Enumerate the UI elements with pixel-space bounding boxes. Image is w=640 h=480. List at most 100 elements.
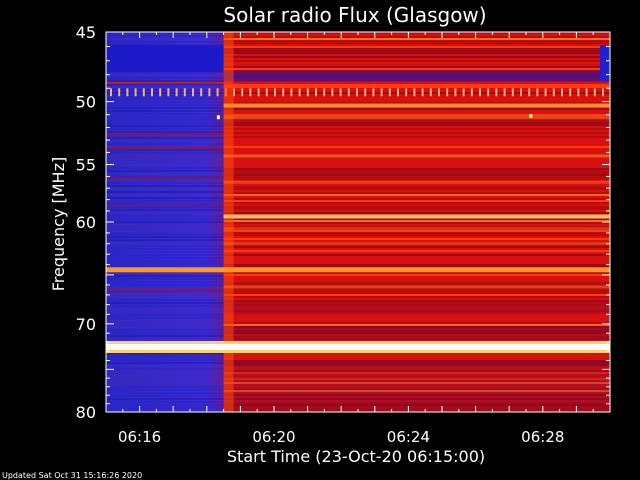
spectrum-row — [223, 378, 610, 380]
spectrum-row — [223, 382, 610, 384]
spectrum-row — [223, 372, 610, 374]
spectrum-row — [223, 210, 610, 212]
updated-timestamp: Updated Sat Oct 31 15:16:26 2020 — [2, 471, 142, 480]
spectrum-row — [223, 174, 610, 176]
spectrum-row — [223, 136, 610, 138]
gap-row — [106, 365, 224, 367]
gap-streak — [106, 288, 224, 291]
gap-row — [106, 134, 224, 136]
spectrum-row — [223, 56, 610, 58]
y-axis-label: Frequency [MHz] — [49, 157, 68, 291]
spectrum-row — [223, 70, 610, 72]
bright-band — [223, 103, 610, 108]
y-tick-label: 45 — [76, 23, 96, 42]
x-axis: 06:16 06:20 06:24 06:28 — [105, 32, 611, 446]
spectrum-row — [223, 332, 610, 334]
spectrum-row — [223, 234, 610, 236]
spectrum-row — [223, 112, 610, 114]
spectrum-row — [223, 334, 610, 336]
spectrum-row — [223, 328, 610, 330]
spike-mark — [356, 88, 358, 97]
gap-row — [106, 203, 224, 205]
gap-row — [106, 230, 224, 232]
spectrum-row — [223, 190, 610, 192]
top-right-blue — [600, 45, 610, 82]
spectrum-row — [223, 230, 610, 232]
spectrum-row — [223, 46, 610, 48]
spectrum-row — [223, 384, 610, 386]
spike-mark — [438, 88, 440, 97]
spike-mark — [544, 88, 547, 97]
gap-row — [106, 395, 224, 397]
spike-mark — [249, 88, 252, 97]
spectrum-row — [223, 170, 610, 172]
spike-mark — [200, 88, 203, 97]
gap-row — [106, 224, 224, 226]
gap-row — [106, 383, 224, 385]
gap-row — [106, 131, 224, 133]
spike-mark — [339, 88, 342, 97]
gap-row — [106, 248, 224, 250]
spectrum-row — [223, 110, 610, 112]
gap-row — [106, 89, 224, 91]
spike-mark — [274, 88, 276, 97]
spectrum-row — [223, 306, 610, 308]
spectrum-row — [223, 138, 610, 140]
spectrum-row — [223, 132, 610, 134]
gap-row — [106, 119, 224, 121]
spectrum-row — [223, 262, 610, 264]
spectrum-row — [223, 394, 610, 396]
spectrum-row — [223, 96, 610, 98]
gap-row — [106, 137, 224, 139]
weak-band — [223, 242, 610, 246]
spectrum-row — [223, 368, 610, 370]
spectrum-row — [223, 330, 610, 332]
gap-row — [106, 284, 224, 286]
spectrum-row — [223, 126, 610, 128]
gap-row — [106, 161, 224, 163]
spectrum-row — [223, 302, 610, 304]
spectrum-row — [223, 62, 610, 64]
bright-band — [106, 343, 610, 350]
spectrum-row — [223, 86, 610, 88]
spectrum-row — [223, 120, 610, 122]
gap-row — [106, 128, 224, 130]
x-axis-label: Start Time (23-Oct-20 06:15:00) — [227, 447, 485, 466]
bright-bands — [106, 103, 610, 353]
spectrum-row — [223, 386, 610, 388]
spectrum-row — [223, 326, 610, 328]
spectrum-row — [223, 58, 610, 60]
spectrum-row — [223, 192, 610, 194]
spectrum-row — [223, 152, 610, 154]
spectrum-row — [223, 184, 610, 186]
gap-row — [106, 86, 224, 88]
spectrum-row — [223, 36, 610, 38]
gap-row — [106, 164, 224, 166]
spectrum-row — [223, 376, 610, 378]
spike-mark — [159, 88, 162, 97]
spectrum-row — [223, 296, 610, 298]
spectrum-row — [223, 274, 610, 276]
spectrum-row — [223, 38, 610, 40]
spectrum-row — [223, 162, 610, 164]
spike-mark — [487, 88, 490, 97]
spectrum-row — [223, 390, 610, 392]
spectrum-row — [223, 284, 610, 286]
spike-mark — [151, 88, 153, 97]
spectrum-row — [223, 406, 610, 408]
gap-row — [106, 407, 224, 409]
gap-row — [106, 200, 224, 202]
gap-row — [106, 35, 224, 37]
spectrum-row — [223, 88, 610, 90]
spectrum-row — [223, 176, 610, 178]
spike-mark — [126, 88, 129, 97]
weak-band — [223, 285, 610, 289]
gap-row — [106, 32, 224, 34]
x-tick-label: 06:24 — [387, 428, 430, 446]
gap-row — [106, 194, 224, 196]
spike-mark — [397, 88, 399, 97]
spectrum-row — [223, 164, 610, 166]
gap-row — [106, 143, 224, 145]
spectrum-row — [223, 44, 610, 46]
spectrum-row — [223, 146, 610, 148]
